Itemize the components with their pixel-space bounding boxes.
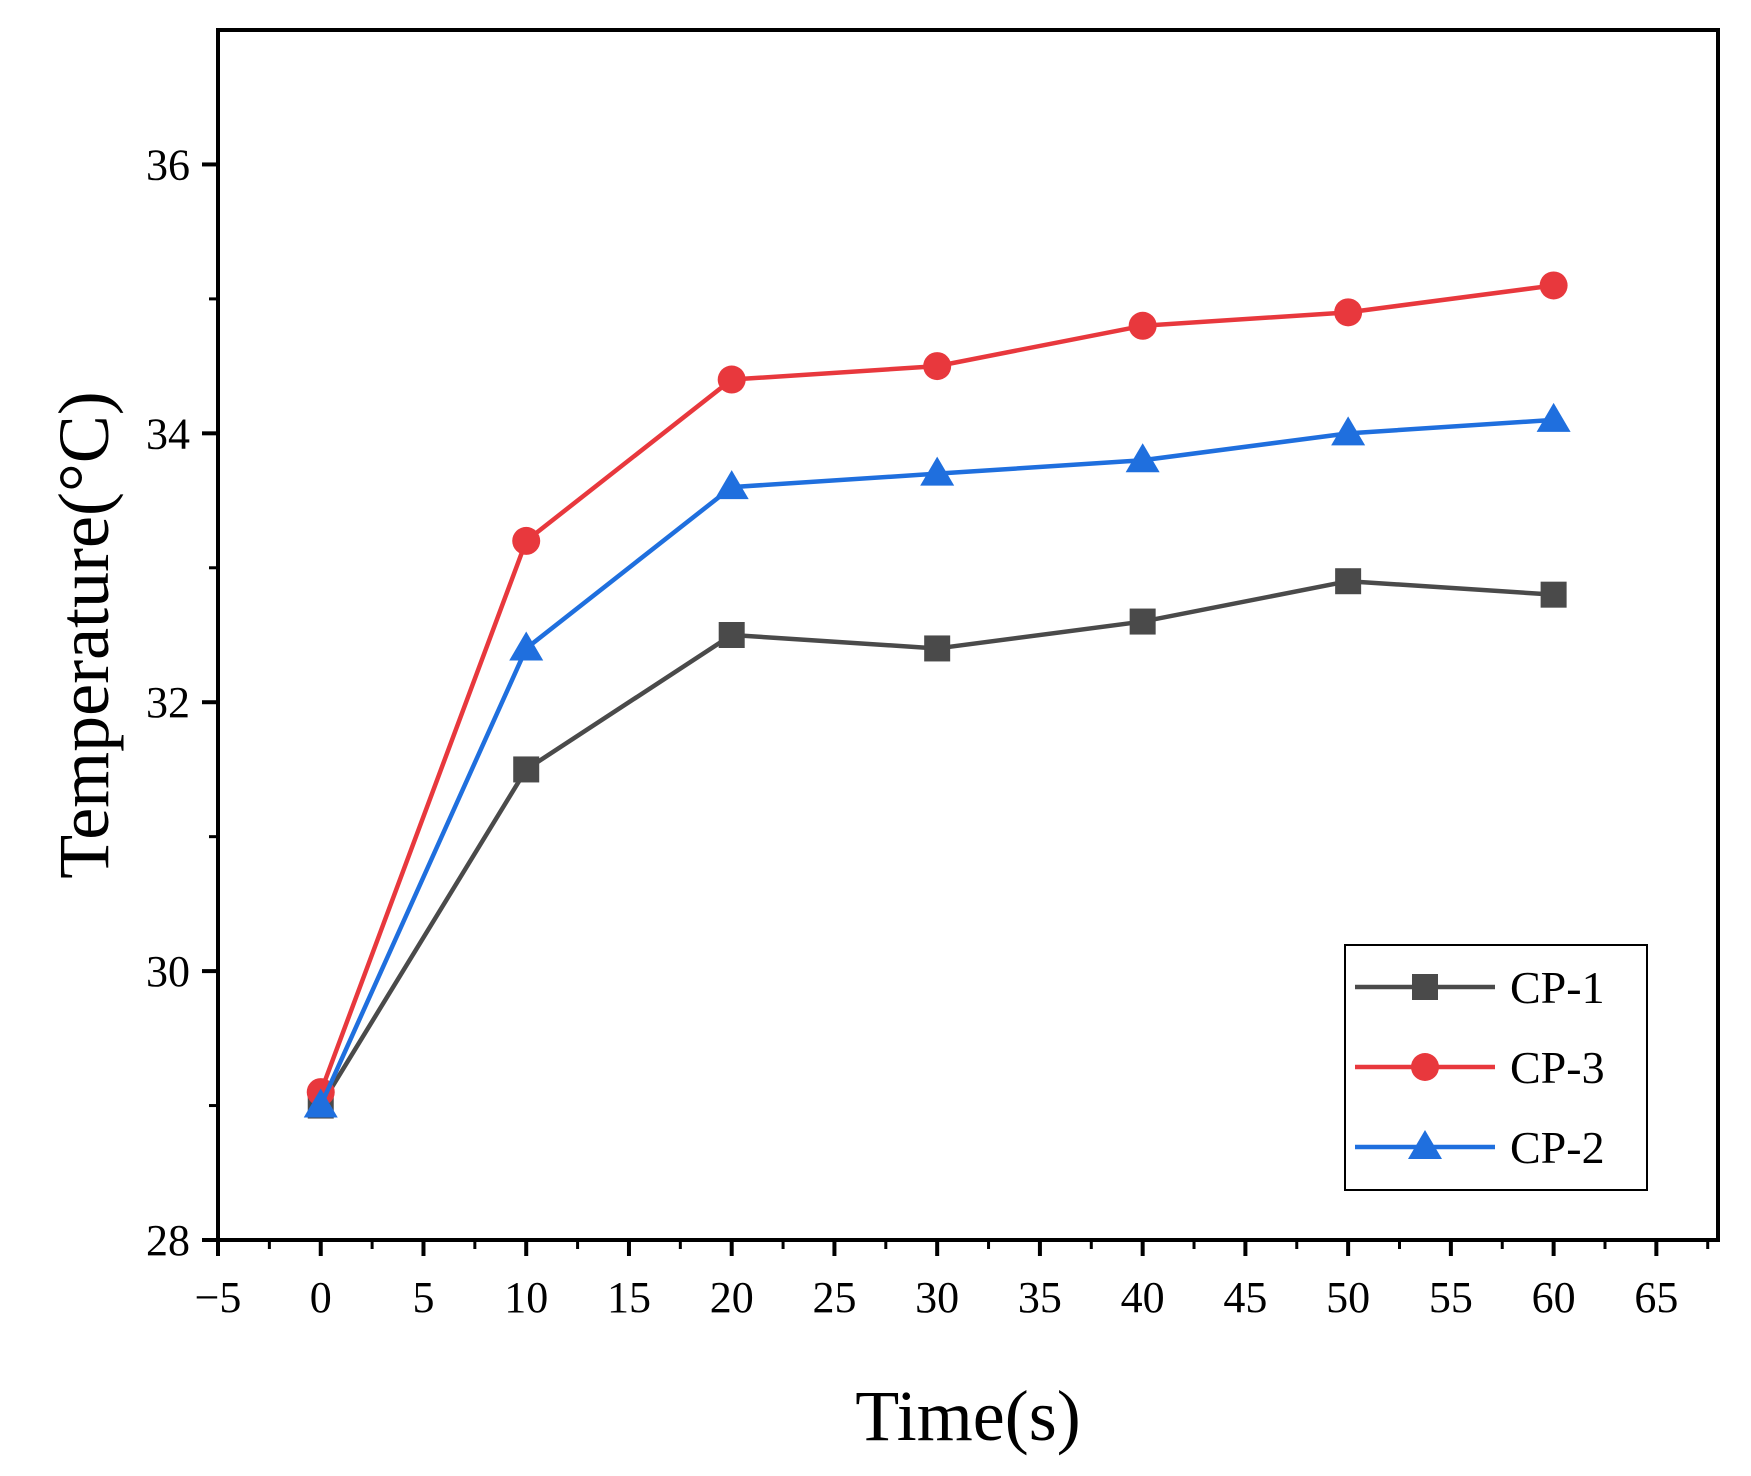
- x-tick-label: 25: [812, 1273, 856, 1322]
- legend-label-cp-1: CP-1: [1510, 962, 1605, 1013]
- legend-marker-cp-1: [1412, 974, 1438, 1000]
- x-tick-label: 5: [412, 1273, 434, 1322]
- data-point-cp-3: [1128, 311, 1157, 340]
- x-tick-label: 10: [504, 1273, 548, 1322]
- data-point-cp-1: [718, 622, 745, 648]
- data-point-cp-3: [717, 365, 746, 394]
- data-point-cp-3: [1539, 271, 1568, 300]
- y-tick-label: 28: [146, 1216, 190, 1265]
- data-point-cp-1: [1335, 568, 1362, 595]
- series-cp-3: [306, 271, 1568, 1107]
- legend-label-cp-3: CP-3: [1510, 1042, 1605, 1093]
- x-tick-label: 55: [1429, 1273, 1473, 1322]
- data-point-cp-3: [923, 352, 952, 381]
- y-tick-label: 30: [146, 947, 190, 996]
- legend-item-cp-2: CP-2: [1355, 1122, 1605, 1173]
- y-tick-label: 34: [146, 409, 190, 458]
- x-axis-title: Time(s): [855, 1376, 1080, 1456]
- x-tick-labels: −5 0 5 10 15 20 25 30 35 40 45 50 55 60 65: [195, 1273, 1679, 1322]
- x-tick-label: 0: [310, 1273, 332, 1322]
- x-tick-label: 40: [1121, 1273, 1165, 1322]
- data-point-cp-2: [509, 631, 544, 661]
- data-point-cp-1: [513, 756, 540, 783]
- y-tick-labels: 28 30 32 34 36: [146, 140, 190, 1265]
- data-point-cp-1: [1540, 581, 1567, 608]
- x-tick-label: 60: [1532, 1273, 1576, 1322]
- legend: CP-1 CP-3 CP-2: [1344, 944, 1648, 1191]
- x-tick-label: 50: [1326, 1273, 1370, 1322]
- x-tick-label: 15: [607, 1273, 651, 1322]
- y-tick-label: 36: [146, 140, 190, 189]
- legend-marker-cp-2: [1408, 1130, 1442, 1159]
- legend-label-cp-2: CP-2: [1510, 1122, 1605, 1173]
- x-tick-label: −5: [195, 1273, 242, 1322]
- x-tick-label: 20: [710, 1273, 754, 1322]
- series-cp-2: [303, 402, 1571, 1118]
- x-tick-label: 45: [1223, 1273, 1267, 1322]
- series-layer: [303, 271, 1571, 1119]
- data-point-cp-3: [1334, 298, 1363, 327]
- data-point-cp-2: [714, 470, 749, 500]
- data-point-cp-3: [512, 526, 541, 555]
- data-point-cp-2: [1536, 402, 1571, 432]
- x-tick-label: 35: [1018, 1273, 1062, 1322]
- legend-marker-cp-3: [1411, 1053, 1439, 1081]
- plot-frame: [216, 28, 1720, 1242]
- legend-item-cp-3: CP-3: [1355, 1042, 1605, 1093]
- data-point-cp-2: [1331, 416, 1366, 446]
- data-point-cp-2: [303, 1088, 338, 1118]
- y-tick-label: 32: [146, 678, 190, 727]
- legend-item-cp-1: CP-1: [1355, 962, 1605, 1013]
- data-point-cp-2: [920, 456, 955, 486]
- data-point-cp-1: [924, 635, 951, 662]
- x-tick-label: 30: [915, 1273, 959, 1322]
- y-axis-title: Temperature(°C): [44, 391, 124, 879]
- x-tick-label: 65: [1634, 1273, 1678, 1322]
- data-point-cp-1: [1129, 608, 1156, 635]
- data-point-cp-2: [1125, 443, 1160, 473]
